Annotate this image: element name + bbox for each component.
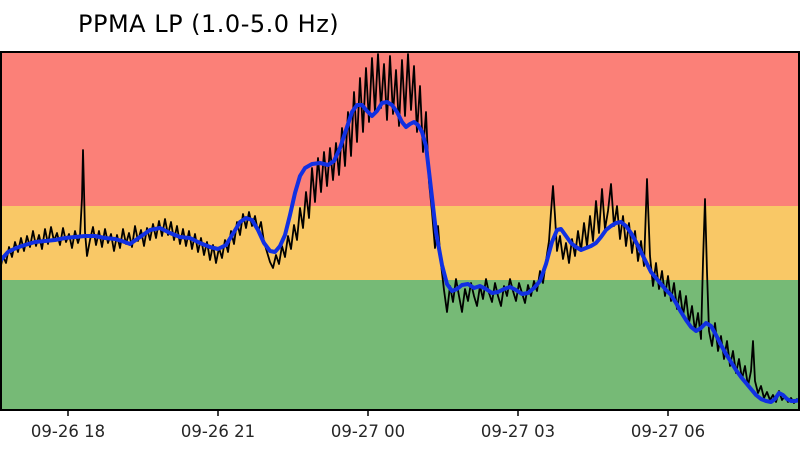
normal-green-band	[0, 280, 800, 410]
x-tick-label: 09-27 00	[331, 422, 405, 441]
x-tick-label: 09-27 06	[631, 422, 705, 441]
x-tick-label: 09-26 21	[181, 422, 255, 441]
chart-title: PPMA LP (1.0-5.0 Hz)	[78, 10, 340, 38]
raw-signal-line	[0, 53, 800, 404]
x-tick-label: 09-27 03	[481, 422, 555, 441]
plot-frame	[0, 51, 800, 411]
x-tick-label: 09-26 18	[31, 422, 105, 441]
alert-red-band	[0, 52, 800, 206]
smoothed-signal-line	[0, 100, 800, 404]
